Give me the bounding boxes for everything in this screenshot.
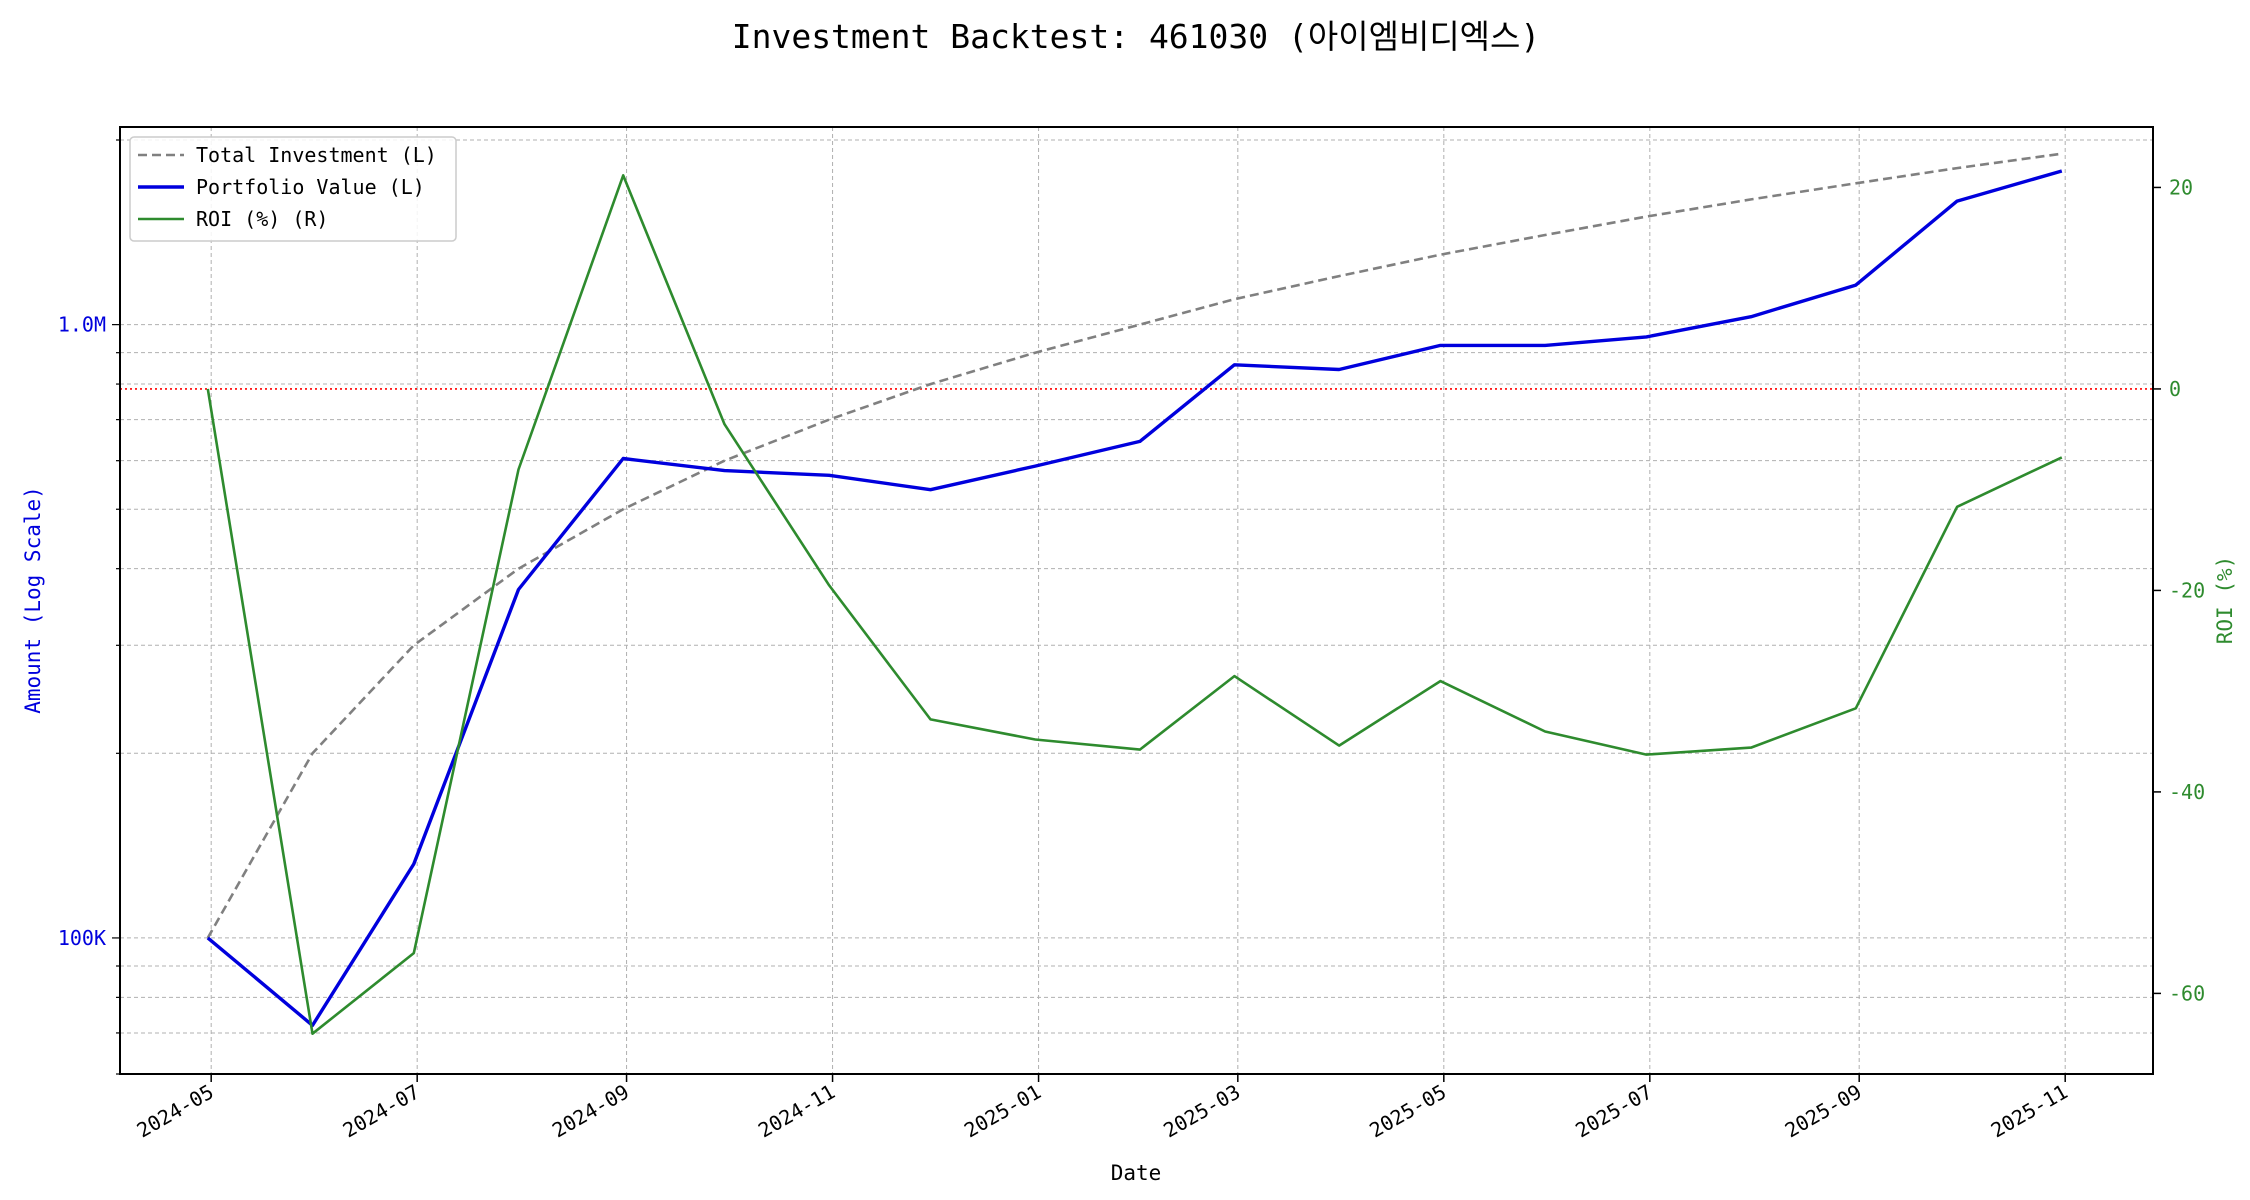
y-left-tick-label: 100K xyxy=(58,926,106,950)
y-axis-right-label: ROI (%) xyxy=(2213,556,2237,645)
x-tick-label: 2025-07 xyxy=(1571,1080,1656,1143)
plot-frame xyxy=(119,126,2154,1075)
x-tick-label: 2024-05 xyxy=(133,1080,218,1143)
y-right-tick-label: -20 xyxy=(2169,578,2205,602)
series-line-roi-r xyxy=(206,174,2063,1035)
y-axis-left-label: Amount (Log Scale) xyxy=(21,486,45,714)
y-left-tick-label: 1.0M xyxy=(58,313,106,337)
y-right-tick-label: -40 xyxy=(2169,780,2205,804)
series-line-total-investment-l xyxy=(206,152,2062,939)
legend-label: Total Investment (L) xyxy=(196,143,437,167)
x-tick-label: 2025-11 xyxy=(1987,1080,2072,1143)
x-tick-label: 2024-09 xyxy=(548,1080,633,1143)
x-tick-label: 2025-01 xyxy=(960,1080,1045,1143)
legend-label: ROI (%) (R) xyxy=(196,207,328,231)
x-tick-label: 2024-11 xyxy=(754,1080,839,1143)
y-right-tick-label: 20 xyxy=(2169,175,2193,199)
legend-box xyxy=(129,136,457,242)
legend-label: Portfolio Value (L) xyxy=(196,175,425,199)
x-axis-label: Date xyxy=(1111,1161,1162,1185)
legend: Total Investment (L) Portfolio Value (L) R… xyxy=(129,136,457,242)
y-right-tick-label: -60 xyxy=(2169,981,2205,1005)
x-tick-label: 2025-05 xyxy=(1365,1080,1450,1143)
chart-title: Investment Backtest: 461030 (아이엠비디엑스) xyxy=(732,17,1541,56)
x-tick-label: 2025-03 xyxy=(1159,1080,1244,1143)
series-line-portfolio-value-l xyxy=(206,169,2063,1028)
y-right-tick-label: 0 xyxy=(2169,377,2181,401)
x-tick-label: 2025-09 xyxy=(1781,1080,1866,1143)
x-tick-label: 2024-07 xyxy=(339,1080,424,1143)
